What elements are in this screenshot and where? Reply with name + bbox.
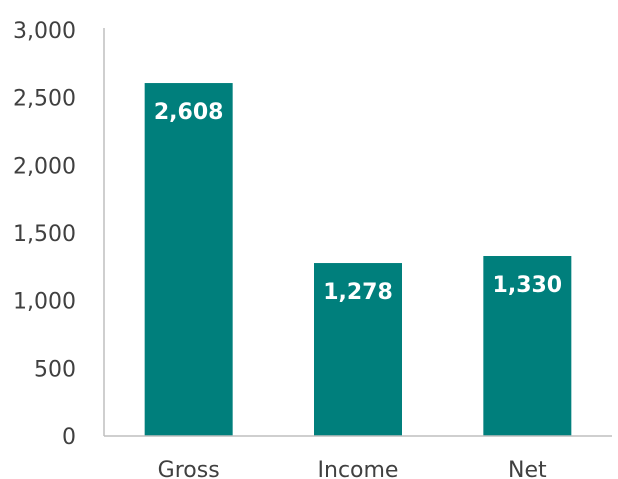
- bar-gross: [144, 83, 233, 437]
- y-tick-label: 2,000: [13, 154, 76, 179]
- data-label-gross: 2,608: [154, 100, 224, 125]
- data-labels: 2,608 1,278 1,330: [154, 100, 562, 305]
- data-label-net: 1,330: [493, 273, 563, 298]
- x-axis-labels: Gross Income Net: [158, 458, 547, 479]
- x-tick-label-net: Net: [508, 458, 547, 479]
- data-label-income: 1,278: [323, 280, 393, 305]
- x-tick-label-income: Income: [318, 458, 399, 479]
- x-tick-label-gross: Gross: [158, 458, 220, 479]
- bars: [144, 83, 572, 437]
- y-tick-label: 1,500: [13, 222, 76, 247]
- bar-net: [483, 256, 572, 436]
- y-axis-ticks: 0 500 1,000 1,500 2,000 2,500 3,000: [13, 19, 76, 450]
- y-tick-label: 2,500: [13, 87, 76, 112]
- y-tick-label: 500: [34, 357, 76, 382]
- y-tick-label: 3,000: [13, 19, 76, 44]
- y-tick-label: 1,000: [13, 290, 76, 315]
- y-tick-label: 0: [62, 425, 76, 450]
- bar-income: [314, 263, 402, 436]
